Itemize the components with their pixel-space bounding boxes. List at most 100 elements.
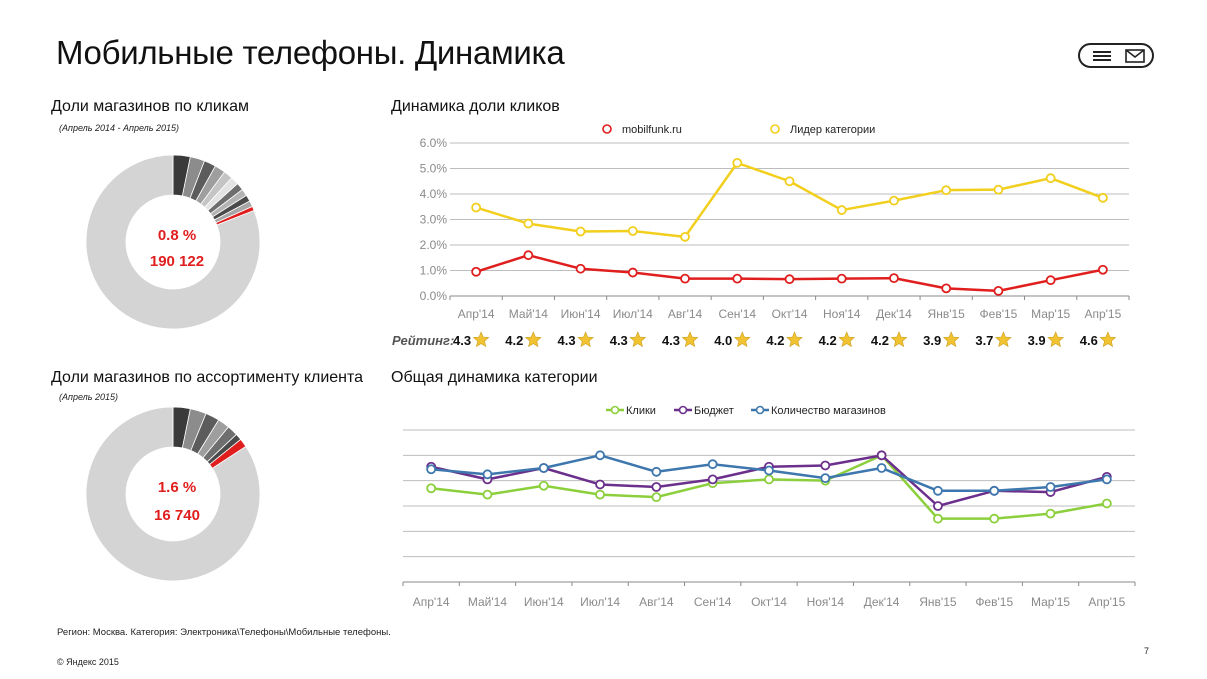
data-point-shops bbox=[820, 473, 831, 484]
rating-value: 4.0 bbox=[714, 333, 732, 348]
x-tick-label: Янв'15 bbox=[928, 307, 966, 321]
x-tick-label: Окт'14 bbox=[751, 595, 787, 609]
header-menu-button[interactable] bbox=[1078, 43, 1154, 68]
legend-label-shops: Количество магазинов bbox=[771, 405, 886, 417]
pie-clicks-subtitle: (Апрель 2014 - Апрель 2015) bbox=[59, 123, 179, 133]
data-point-shops bbox=[707, 459, 718, 470]
data-point-clicks bbox=[1045, 508, 1056, 519]
data-point-leader bbox=[732, 157, 743, 168]
data-point-site bbox=[889, 273, 899, 284]
click-share-legend: mobilfunk.ru Лидер категории bbox=[602, 124, 875, 136]
x-tick-label: Апр'14 bbox=[458, 307, 495, 321]
rating-row: 4.3 4.2 4.3 4.3 4.3 4.0 4.2 4.2 4.2 3.9 3.7 3.9 4.6 bbox=[453, 331, 1117, 348]
rating-star-icon bbox=[577, 331, 594, 348]
data-point-shops bbox=[876, 463, 887, 473]
rating-value: 3.7 bbox=[975, 333, 993, 348]
data-point-budget bbox=[876, 450, 887, 461]
legend-marker-budget bbox=[678, 405, 688, 415]
legend-label-clicks: Клики bbox=[626, 405, 656, 417]
x-tick-label: Ноя'14 bbox=[823, 307, 861, 321]
data-point-clicks bbox=[764, 474, 774, 485]
legend-label-site: mobilfunk.ru bbox=[622, 124, 682, 136]
data-point-leader bbox=[941, 185, 952, 196]
data-point-leader bbox=[471, 202, 482, 213]
pie-assortment-center-value: 16 740 bbox=[154, 507, 200, 524]
category-dynamics-title: Общая динамика категории bbox=[391, 369, 598, 386]
y-tick-label: 3.0% bbox=[420, 213, 448, 227]
data-point-budget bbox=[707, 474, 718, 485]
data-point-site bbox=[732, 273, 743, 284]
data-point-budget bbox=[933, 501, 943, 511]
rating-star-icon bbox=[733, 331, 751, 348]
data-point-clicks bbox=[933, 513, 943, 524]
data-point-shops bbox=[1101, 474, 1112, 485]
data-point-shops bbox=[989, 485, 1000, 496]
data-point-clicks bbox=[595, 489, 605, 500]
data-point-shops bbox=[595, 450, 605, 461]
rating-value: 4.2 bbox=[871, 333, 889, 348]
rating-value: 4.2 bbox=[505, 333, 523, 348]
data-point-site bbox=[836, 273, 847, 284]
pie-clicks-title: Доли магазинов по кликам bbox=[51, 98, 250, 115]
data-point-budget bbox=[595, 479, 605, 490]
x-tick-label: Авг'14 bbox=[668, 307, 703, 321]
menu-icon[interactable] bbox=[1093, 51, 1111, 61]
rating-value: 4.3 bbox=[453, 333, 471, 348]
y-tick-label: 5.0% bbox=[420, 162, 448, 176]
x-tick-label: Дек'14 bbox=[876, 307, 912, 321]
rating-star-icon bbox=[629, 331, 647, 348]
data-point-site bbox=[1045, 275, 1056, 286]
legend-label-budget: Бюджет bbox=[694, 405, 734, 417]
x-tick-label: Фев'15 bbox=[975, 595, 1013, 609]
data-point-leader bbox=[575, 226, 586, 237]
rating-star-icon bbox=[995, 331, 1012, 348]
data-point-shops bbox=[651, 466, 662, 477]
rating-value: 3.9 bbox=[1028, 333, 1046, 348]
rating-value: 4.3 bbox=[610, 333, 628, 348]
rating-label: Рейтинг: bbox=[392, 333, 454, 348]
data-point-clicks bbox=[989, 513, 1000, 524]
copyright: © Яндекс 2015 bbox=[57, 657, 119, 667]
rating-star-icon bbox=[524, 331, 542, 348]
rating-value: 4.2 bbox=[766, 333, 784, 348]
data-point-clicks bbox=[651, 492, 662, 503]
x-tick-label: Май'14 bbox=[468, 595, 507, 609]
footer-note: Регион: Москва. Категория: Электроника\Т… bbox=[57, 627, 391, 638]
pie-center-hole bbox=[126, 447, 220, 541]
rating-value: 4.3 bbox=[662, 333, 680, 348]
x-tick-label: Июн'14 bbox=[524, 595, 564, 609]
rating-star-icon bbox=[681, 331, 699, 348]
rating-star-icon bbox=[890, 331, 908, 348]
page-title: Мобильные телефоны. Динамика bbox=[56, 34, 565, 71]
data-point-clicks bbox=[426, 483, 437, 494]
data-point-leader bbox=[1097, 192, 1108, 203]
y-tick-label: 6.0% bbox=[420, 136, 448, 150]
rating-star-icon bbox=[786, 331, 803, 348]
series-line-leader bbox=[475, 161, 1104, 239]
data-point-clicks bbox=[482, 489, 493, 500]
pie-clicks-center-value: 190 122 bbox=[150, 253, 204, 270]
series-line-site bbox=[475, 253, 1104, 293]
rating-star-icon bbox=[1047, 331, 1065, 348]
data-point-site bbox=[784, 274, 795, 285]
data-point-shops bbox=[764, 465, 774, 476]
x-tick-label: Ноя'14 bbox=[807, 595, 845, 609]
pie-assortment-title: Доли магазинов по ассортименту клиента bbox=[51, 369, 364, 386]
x-tick-label: Мар'15 bbox=[1031, 595, 1070, 609]
y-tick-label: 2.0% bbox=[420, 238, 448, 252]
rating-star-icon bbox=[838, 331, 856, 348]
data-point-leader bbox=[993, 184, 1004, 195]
y-tick-label: 0.0% bbox=[420, 289, 448, 303]
pie-center-hole bbox=[126, 195, 220, 289]
x-tick-label: Янв'15 bbox=[919, 595, 957, 609]
category-dynamics-legend: Клики Бюджет Количество магазинов bbox=[606, 405, 886, 417]
data-point-shops bbox=[1045, 482, 1056, 492]
data-point-shops bbox=[426, 464, 437, 475]
mail-icon[interactable] bbox=[1125, 49, 1145, 63]
click-share-line-chart: 0.0% 1.0% 2.0% 3.0% 4.0% 5.0% 6.0% Апр'14 Май'14… bbox=[420, 136, 1130, 321]
data-point-leader bbox=[1045, 173, 1056, 184]
data-point-leader bbox=[523, 218, 534, 229]
legend-marker-shops bbox=[755, 405, 765, 415]
rating-value: 4.6 bbox=[1080, 333, 1098, 348]
rating-value: 3.9 bbox=[923, 333, 941, 348]
